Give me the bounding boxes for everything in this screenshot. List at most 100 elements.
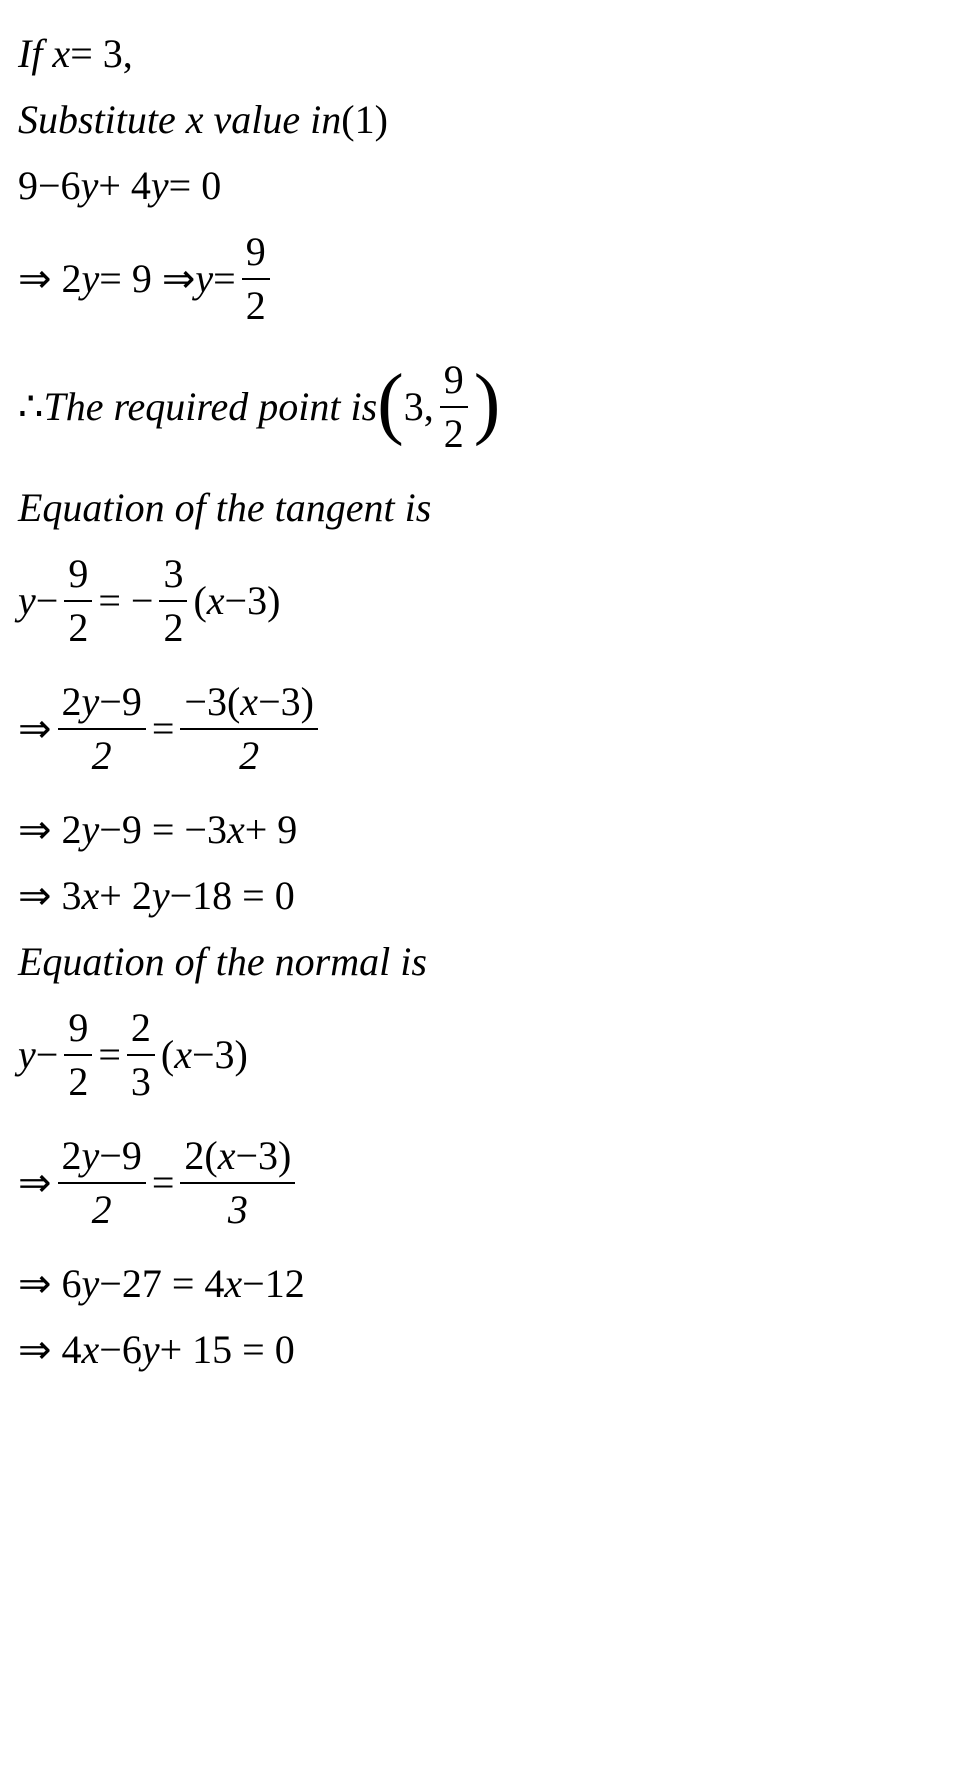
text: (: [193, 577, 206, 625]
fraction: 3 2: [159, 550, 187, 652]
line-4: ⇒ 2 y = 9 ⇒ y = 9 2: [18, 228, 954, 330]
fraction: 2(x−3) 3: [180, 1132, 295, 1234]
line-5: ∴ The required point is ( 3, 9 2 ): [18, 356, 954, 458]
denominator: 2: [88, 730, 116, 780]
line-3: 9−6 y + 4 y = 0: [18, 162, 954, 210]
right-paren: ): [474, 371, 501, 435]
text: y: [82, 806, 100, 854]
therefore-symbol: ∴: [18, 383, 43, 431]
text: y: [18, 577, 36, 625]
line-13: ⇒ 2y−9 2 = 2(x−3) 3: [18, 1132, 954, 1234]
denominator: 2: [159, 602, 187, 652]
text: −3): [192, 1031, 248, 1079]
denominator: 3: [224, 1184, 252, 1234]
text: x: [82, 872, 100, 920]
text: ⇒ 3: [18, 872, 82, 920]
numerator: 9: [242, 228, 270, 280]
numerator: 2y−9: [58, 678, 146, 730]
fraction: 9 2: [64, 1004, 92, 1106]
text: ⇒ 2: [18, 255, 82, 303]
text: Equation of the normal is: [18, 938, 427, 986]
text: + 4: [98, 162, 151, 210]
denominator: 2: [88, 1184, 116, 1234]
text: y: [18, 1031, 36, 1079]
denominator: 2: [64, 602, 92, 652]
text: = 9 ⇒: [99, 255, 195, 303]
text: (: [161, 1031, 174, 1079]
numerator: 2(x−3): [180, 1132, 295, 1184]
text: 9−6: [18, 162, 81, 210]
text: x: [207, 577, 225, 625]
numerator: 9: [64, 550, 92, 602]
text: −18 = 0: [170, 872, 295, 920]
text: −3): [225, 577, 281, 625]
line-11: Equation of the normal is: [18, 938, 954, 986]
denominator: 2: [242, 280, 270, 330]
text: x: [227, 806, 245, 854]
fraction: 2y−9 2: [58, 678, 146, 780]
text: −9 = −3: [99, 806, 227, 854]
fraction: 2y−9 2: [58, 1132, 146, 1234]
fraction: 2 3: [127, 1004, 155, 1106]
numerator: 9: [64, 1004, 92, 1056]
text: ⇒ 4: [18, 1326, 82, 1374]
numerator: 9: [440, 356, 468, 408]
text: −: [36, 577, 59, 625]
line-12: y − 9 2 = 2 3 ( x −3): [18, 1004, 954, 1106]
text: −6: [99, 1326, 142, 1374]
text: x: [82, 1326, 100, 1374]
text: = −: [98, 577, 153, 625]
line-7: y − 9 2 = − 3 2 ( x −3): [18, 550, 954, 652]
text: −27 = 4: [99, 1260, 224, 1308]
text: (1): [341, 96, 388, 144]
fraction: 9 2: [242, 228, 270, 330]
text: y: [81, 162, 99, 210]
text: = 0: [169, 162, 222, 210]
text: 3,: [404, 383, 434, 431]
text: −12: [242, 1260, 305, 1308]
text: y: [195, 255, 213, 303]
line-10: ⇒ 3 x + 2 y −18 = 0: [18, 872, 954, 920]
denominator: 2: [64, 1056, 92, 1106]
denominator: 2: [440, 408, 468, 458]
text: x: [174, 1031, 192, 1079]
text: =: [152, 705, 175, 753]
text: + 15 = 0: [160, 1326, 295, 1374]
text: =: [98, 1031, 121, 1079]
text: ⇒: [18, 1159, 52, 1207]
line-1: If x = 3,: [18, 30, 954, 78]
text: If x: [18, 30, 70, 78]
denominator: 2: [235, 730, 263, 780]
denominator: 3: [127, 1056, 155, 1106]
numerator: 2y−9: [58, 1132, 146, 1184]
fraction: 9 2: [64, 550, 92, 652]
text: y: [152, 872, 170, 920]
line-15: ⇒ 4 x −6 y + 15 = 0: [18, 1326, 954, 1374]
line-8: ⇒ 2y−9 2 = −3(x−3) 2: [18, 678, 954, 780]
text: −: [36, 1031, 59, 1079]
fraction: 9 2: [440, 356, 468, 458]
text: y: [82, 1260, 100, 1308]
text: = 3,: [70, 30, 133, 78]
line-9: ⇒ 2 y −9 = −3 x + 9: [18, 806, 954, 854]
text: + 9: [245, 806, 298, 854]
text: y: [82, 255, 100, 303]
text: =: [213, 255, 236, 303]
line-6: Equation of the tangent is: [18, 484, 954, 532]
numerator: 2: [127, 1004, 155, 1056]
line-2: Substitute x value in (1): [18, 96, 954, 144]
fraction: −3(x−3) 2: [180, 678, 318, 780]
numerator: −3(x−3): [180, 678, 318, 730]
text: Equation of the tangent is: [18, 484, 431, 532]
text: ⇒: [18, 705, 52, 753]
text: ⇒ 2: [18, 806, 82, 854]
text: x: [224, 1260, 242, 1308]
text: =: [152, 1159, 175, 1207]
line-14: ⇒ 6 y −27 = 4 x −12: [18, 1260, 954, 1308]
text: Substitute x value in: [18, 96, 341, 144]
numerator: 3: [159, 550, 187, 602]
text: y: [151, 162, 169, 210]
left-paren: (: [377, 371, 404, 435]
text: + 2: [99, 872, 152, 920]
text: y: [142, 1326, 160, 1374]
